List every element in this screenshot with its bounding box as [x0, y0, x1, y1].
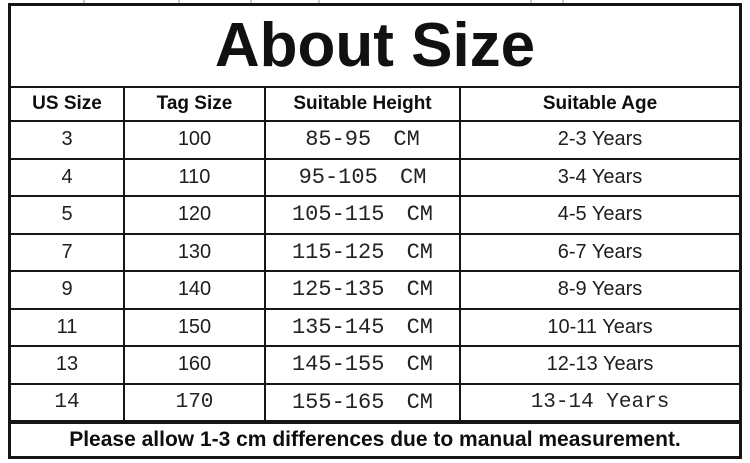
cell-suitable-age: 4-5 Years — [459, 197, 739, 233]
crop-artifact-tick — [178, 0, 180, 4]
cell-suitable-height: 125-135 CM — [264, 272, 459, 308]
cell-suitable-height: 85-95 CM — [264, 122, 459, 158]
cell-suitable-height: 145-155 CM — [264, 347, 459, 383]
cell-suitable-age: 10-11 Years — [459, 309, 739, 345]
page-title: About Size — [214, 11, 536, 80]
cell-suitable-age: 12-13 Years — [459, 347, 739, 383]
title-row: About Size — [11, 6, 739, 86]
column-header-suitable-height: Suitable Height — [264, 88, 459, 120]
column-header-us-size: US Size — [32, 93, 102, 114]
cell-suitable-age: 6-7 Years — [459, 234, 739, 270]
cell-us-size: 7 — [61, 240, 73, 263]
cell-us-size: 3 — [61, 128, 73, 151]
cell-suitable-age: 13-14 Years — [459, 384, 739, 420]
table-row: 7 130 115-125 CM 6-7 Years — [11, 232, 739, 270]
cell-us-size: 11 — [56, 315, 78, 338]
cell-suitable-age: 3-4 Years — [459, 159, 739, 195]
cell-us-size: 5 — [61, 203, 73, 226]
table-row: 13 160 145-155 CM 12-13 Years — [11, 345, 739, 383]
table-row: 14 170 155-165 CM 13-14 Years — [11, 382, 739, 420]
cell-us-size: 9 — [61, 278, 73, 301]
crop-artifact-tick — [250, 0, 252, 4]
measurement-note: Please allow 1-3 cm differences due to m… — [69, 428, 681, 451]
cell-suitable-height: 155-165 CM — [264, 384, 459, 420]
table-header-row: US Size Tag Size Suitable Height Suitabl… — [11, 86, 739, 120]
cell-tag-size: 170 — [123, 384, 264, 420]
cell-us-size: 14 — [54, 390, 80, 414]
crop-artifact-tick — [562, 0, 564, 4]
cell-suitable-height: 105-115 CM — [264, 197, 459, 233]
size-table: About Size US Size Tag Size Suitable Hei… — [8, 3, 742, 423]
column-header-suitable-age: Suitable Age — [459, 88, 739, 120]
cell-us-size: 13 — [55, 353, 79, 376]
cell-suitable-age: 2-3 Years — [459, 122, 739, 158]
cell-tag-size: 130 — [123, 234, 264, 270]
column-header-tag-size: Tag Size — [123, 88, 264, 120]
table-row: 4 110 95-105 CM 3-4 Years — [11, 157, 739, 195]
cell-tag-size: 160 — [123, 347, 264, 383]
crop-artifact-tick — [83, 0, 85, 4]
cell-suitable-age: 8-9 Years — [459, 272, 739, 308]
cell-tag-size: 150 — [123, 309, 264, 345]
table-row: 11 150 135-145 CM 10-11 Years — [11, 307, 739, 345]
cell-suitable-height: 95-105 CM — [264, 159, 459, 195]
table-row: 5 120 105-115 CM 4-5 Years — [11, 195, 739, 233]
crop-artifact-tick — [318, 0, 320, 4]
cell-tag-size: 110 — [123, 159, 264, 195]
measurement-note-box: Please allow 1-3 cm differences due to m… — [8, 421, 742, 459]
cell-tag-size: 100 — [123, 122, 264, 158]
table-row: 3 100 85-95 CM 2-3 Years — [11, 120, 739, 158]
cell-suitable-height: 115-125 CM — [264, 234, 459, 270]
table-row: 9 140 125-135 CM 8-9 Years — [11, 270, 739, 308]
crop-artifact-tick — [530, 0, 532, 4]
cell-suitable-height: 135-145 CM — [264, 309, 459, 345]
cell-tag-size: 120 — [123, 197, 264, 233]
cell-tag-size: 140 — [123, 272, 264, 308]
cell-us-size: 4 — [61, 165, 73, 188]
